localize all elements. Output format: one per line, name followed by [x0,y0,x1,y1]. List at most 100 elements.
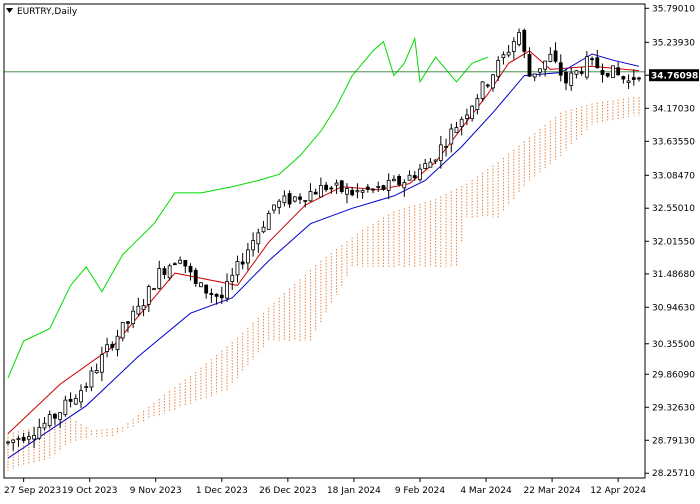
candle-body [345,188,349,195]
y-tick-label: 33.08470 [652,171,695,181]
candle-body [292,196,297,202]
x-tick-label: 12 Apr 2024 [590,486,646,496]
candle-body [470,105,475,120]
candle-body [42,422,47,429]
ichimoku-lines [4,36,645,459]
candle-body [209,293,214,295]
candle-body [126,321,130,324]
candle-body [339,180,344,192]
candle-body [26,436,31,440]
y-tick-label: 28.79130 [652,436,695,446]
candle-body [475,98,480,110]
candle-body [287,193,292,205]
candle-body [272,204,276,211]
candle-body [444,146,448,148]
symbol-title: EURTRY,Daily [17,7,78,17]
candle-body [58,412,63,420]
candle-body [256,232,261,245]
y-tick-label: 30.94630 [652,303,695,313]
candle-body [569,72,574,86]
candle-body [120,322,125,339]
candle-body [188,265,193,273]
candle-body [522,29,527,52]
candle-body [6,441,10,444]
candle-body [532,73,537,78]
candle-body [115,335,120,350]
candle-body [11,439,16,443]
candle-body [600,70,605,75]
candle-body [167,265,172,279]
candle-body [73,398,78,405]
candle-body [84,386,89,388]
candle-body [79,390,83,403]
candle-body [584,56,589,78]
candle-body [407,174,412,181]
candle-body [146,286,151,305]
candle-body [428,161,433,168]
candle-body [365,186,370,190]
candle-body [105,344,109,352]
candle-body [89,370,94,388]
candle-body [350,189,355,196]
x-tick-label: 9 Feb 2024 [395,486,446,496]
candle-body [183,259,188,267]
candle-body [611,65,615,79]
candle-body [579,71,584,74]
candle-body [527,53,532,77]
candle-body [590,58,594,61]
candle-body [433,159,438,162]
chart-header: EURTRY,Daily [6,7,78,17]
dropdown-triangle-icon[interactable] [6,8,13,13]
candle-body [37,426,42,439]
candle-body [371,188,375,191]
candle-body [251,240,255,251]
y-tick-label: 34.17030 [652,104,695,114]
candle-body [308,191,313,202]
candle-body [558,62,563,76]
candle-body [449,128,454,145]
candle-body [318,185,323,198]
candle-body [459,118,464,127]
candle-body [110,343,115,348]
y-tick-label: 33.63550 [652,137,695,147]
candle-body [355,190,360,193]
candle-body [511,41,516,52]
y-tick-label: 30.35500 [652,340,695,350]
candle-body [261,226,266,233]
candle-body [418,168,422,181]
candle-body [219,294,224,299]
x-tick-label: 27 Sep 2023 [4,486,61,496]
candle-body [141,305,146,311]
candle-body [21,437,26,441]
candle-body [621,76,626,80]
current-price-label: 34.76098 [651,72,698,82]
candle-body [386,179,391,191]
y-tick-label: 32.01550 [652,237,695,247]
axes: 35.79010 35.23930 34.76098 34.17030 33.63550… [3,3,699,496]
candle-body [595,57,600,69]
candle-body [172,263,177,266]
candle-body [381,185,386,190]
candle-body [438,144,443,161]
candle-body [136,305,141,315]
candle-body [392,178,396,182]
candle-body [329,187,334,190]
candle-body [245,249,250,264]
candle-body [152,288,156,291]
ichimoku-cloud [7,97,640,471]
kijun-sen-line [7,53,640,459]
candle-body [199,282,203,288]
candle-body [548,53,553,62]
candle-body [538,68,542,73]
candle-body [230,274,235,282]
candle-body [282,195,287,204]
candle-body [454,127,459,133]
x-tick-label: 9 Nov 2023 [130,486,182,496]
candle-body [637,77,641,80]
y-tick-label: 31.48680 [652,270,695,280]
candle-body [506,51,511,56]
candle-body [99,354,104,373]
candle-body [94,370,99,374]
